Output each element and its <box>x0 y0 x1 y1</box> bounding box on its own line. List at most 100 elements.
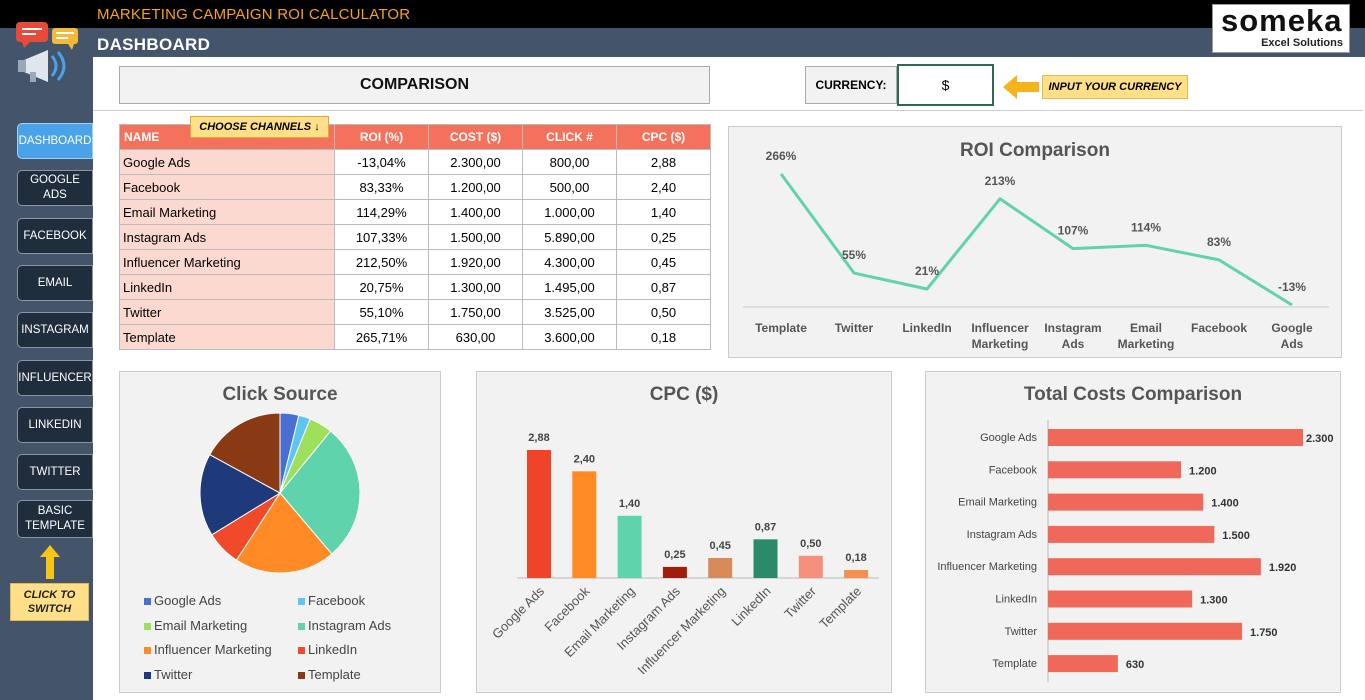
nav-dashboard[interactable]: DASHBOARD <box>17 123 93 159</box>
click-cell: 3.600,00 <box>522 324 617 350</box>
roi-line-chart: 266% Template 55% Twitter 21% LinkedIn 213% Inf… <box>743 149 1329 351</box>
cpc-bar <box>572 471 597 578</box>
roi-cell: 107,33% <box>334 224 429 250</box>
click-source-pie <box>199 412 361 574</box>
choose-channels-note: CHOOSE CHANNELS ↓ <box>190 116 329 138</box>
cpc-bar <box>617 515 642 578</box>
cpc-cell: 2,40 <box>616 174 711 200</box>
click-source-title: Click Source <box>222 384 338 405</box>
currency-note: INPUT YOUR CURRENCY <box>1042 75 1188 99</box>
cpc-data-label: 2,40 <box>574 453 595 465</box>
click-cell: 1.000,00 <box>522 199 617 225</box>
nav-email[interactable]: EMAIL <box>17 265 93 301</box>
cost-y-tick-label: Instagram Ads <box>967 529 1038 541</box>
nav-influencer[interactable]: INFLUENCER <box>17 360 93 396</box>
roi-cell: 20,75% <box>334 274 429 300</box>
roi-x-tick-label: Facebook <box>1191 321 1247 335</box>
roi-x-tick-label: Instagram Ads <box>1044 321 1101 351</box>
cost-bar <box>1048 461 1182 479</box>
roi-cell: 212,50% <box>334 249 429 275</box>
roi-series-line <box>779 172 1293 307</box>
roi-data-label: 55% <box>842 248 866 262</box>
cpc-cell: 1,40 <box>616 199 711 225</box>
cpc-chart-title: CPC ($) <box>649 384 719 405</box>
cpc-bar <box>662 566 687 578</box>
cost-bar <box>1048 558 1261 576</box>
table-row: Template 265,71% 630,00 3.600,00 0,18 <box>119 324 711 350</box>
comparison-heading: COMPARISON <box>119 66 710 104</box>
cost-y-tick-label: Twitter <box>1005 626 1038 638</box>
pie-legend-item: Facebook <box>298 593 365 608</box>
roi-data-label: 213% <box>985 174 1016 188</box>
click-cell: 1.495,00 <box>522 274 617 300</box>
cost-cell: 2.300,00 <box>428 149 523 175</box>
cpc-bar <box>527 450 551 578</box>
cpc-chart-panel: CPC ($) 2,88 Google Ads 2,40 Facebook 1,40 Em… <box>476 371 892 693</box>
click-cell: 500,00 <box>522 174 617 200</box>
header-cpc: CPC ($) <box>616 124 711 150</box>
roi-cell: 265,71% <box>334 324 429 350</box>
cost-data-label: 1.400 <box>1211 498 1239 510</box>
cost-data-label: 1.920 <box>1269 562 1297 574</box>
cpc-bar <box>753 539 778 578</box>
nav-basic-template[interactable]: BASIC TEMPLATE <box>17 500 93 538</box>
costs-chart-panel: Total Costs Comparison Google Ads 2.300 Fa… <box>925 371 1341 693</box>
cost-y-tick-label: Google Ads <box>980 432 1037 444</box>
legend-swatch <box>298 671 305 679</box>
cost-bar <box>1048 590 1193 608</box>
cpc-bar <box>708 558 733 578</box>
nav-twitter[interactable]: TWITTER <box>17 454 93 490</box>
cost-data-label: 1.200 <box>1189 465 1217 477</box>
currency-input[interactable] <box>897 64 994 106</box>
roi-data-label: 114% <box>1131 220 1161 234</box>
roi-data-label: 266% <box>766 149 797 163</box>
roi-data-label: 107% <box>1058 224 1089 238</box>
pie-slice <box>209 412 281 494</box>
legend-swatch <box>144 622 151 630</box>
megaphone-icon <box>16 22 78 82</box>
roi-x-tick-label: Email Marketing <box>1118 321 1175 351</box>
table-row: Email Marketing 114,29% 1.400,00 1.000,00 1,… <box>119 199 711 225</box>
cost-cell: 1.400,00 <box>428 199 523 225</box>
cost-cell: 630,00 <box>428 324 523 350</box>
cost-cell: 1.500,00 <box>428 224 523 250</box>
cost-cell: 1.920,00 <box>428 249 523 275</box>
cost-y-tick-label: Email Marketing <box>958 497 1037 509</box>
legend-swatch <box>144 671 151 679</box>
nav-google-ads[interactable]: GOOGLE ADS <box>17 170 93 206</box>
cpc-x-tick-label: Google Ads <box>489 583 547 641</box>
cost-y-tick-label: Facebook <box>989 464 1038 476</box>
header-click: CLICK # <box>522 124 617 150</box>
legend-swatch <box>298 647 305 655</box>
logo-brand: someka <box>1221 3 1343 38</box>
channel-name-cell: Facebook <box>119 174 335 200</box>
legend-label: Google Ads <box>154 593 222 608</box>
comparison-table: NAME ROI (%) COST ($) CLICK # CPC ($) Go… <box>119 124 711 350</box>
legend-label: Facebook <box>308 593 366 608</box>
cost-y-tick-label: Template <box>992 658 1037 670</box>
arrow-left-icon <box>1003 75 1039 99</box>
cost-bar <box>1048 429 1303 446</box>
table-row: Facebook 83,33% 1.200,00 500,00 2,40 <box>119 174 711 200</box>
nav-facebook[interactable]: FACEBOOK <box>17 218 93 254</box>
click-cell: 800,00 <box>522 149 617 175</box>
pie-legend-item: Twitter <box>144 667 192 682</box>
cost-cell: 1.750,00 <box>428 299 523 325</box>
cost-bar <box>1048 622 1243 640</box>
divider <box>93 110 1363 111</box>
cpc-data-label: 0,87 <box>755 521 776 533</box>
legend-label: Email Marketing <box>154 617 248 633</box>
logo-subtitle: Excel Solutions <box>1261 37 1343 49</box>
pie-slice <box>235 492 333 574</box>
channel-name-cell: Template <box>119 324 335 350</box>
roi-data-label: 21% <box>915 264 939 278</box>
costs-chart-title: Total Costs Comparison <box>1023 384 1243 405</box>
pie-legend-item: Email Marketing <box>144 618 247 633</box>
click-to-switch-note: CLICK TO SWITCH <box>10 583 89 621</box>
pie-slice <box>279 430 361 555</box>
channel-name-cell: LinkedIn <box>119 274 335 300</box>
nav-linkedin[interactable]: LINKEDIN <box>17 407 93 443</box>
cpc-data-label: 2,88 <box>528 432 549 444</box>
nav-instagram[interactable]: INSTAGRAM <box>17 312 93 348</box>
header-roi: ROI (%) <box>334 124 429 150</box>
